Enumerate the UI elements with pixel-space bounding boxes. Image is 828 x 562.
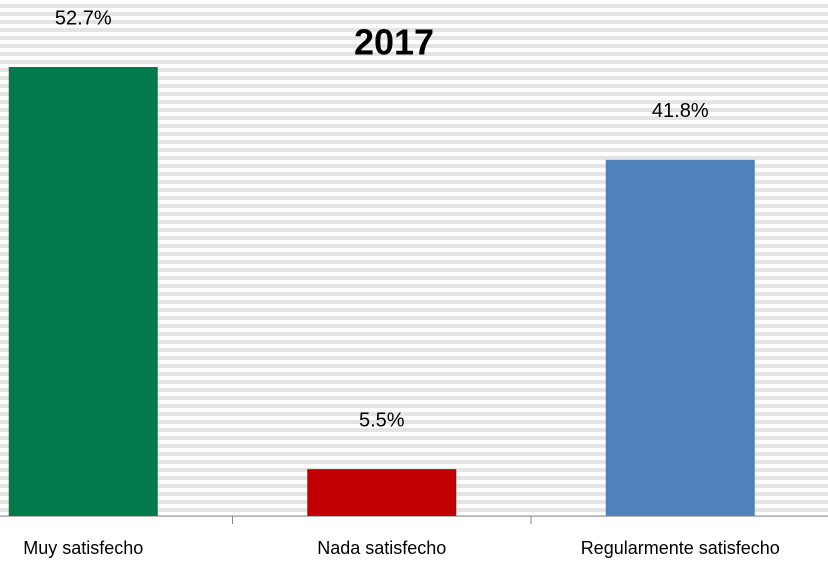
bar [307,469,457,516]
value-label: 41.8% [652,100,709,122]
x-tick-label: Regularmente satisfecho [581,538,780,558]
bar [605,159,755,516]
x-tick-label: Nada satisfecho [317,538,446,558]
chart-title: 2017 [354,22,434,63]
value-label: 52.7% [55,7,112,29]
x-tick-label: Muy satisfecho [23,538,143,558]
bar [8,66,158,516]
axis-background [0,517,828,562]
value-label: 5.5% [359,409,405,431]
